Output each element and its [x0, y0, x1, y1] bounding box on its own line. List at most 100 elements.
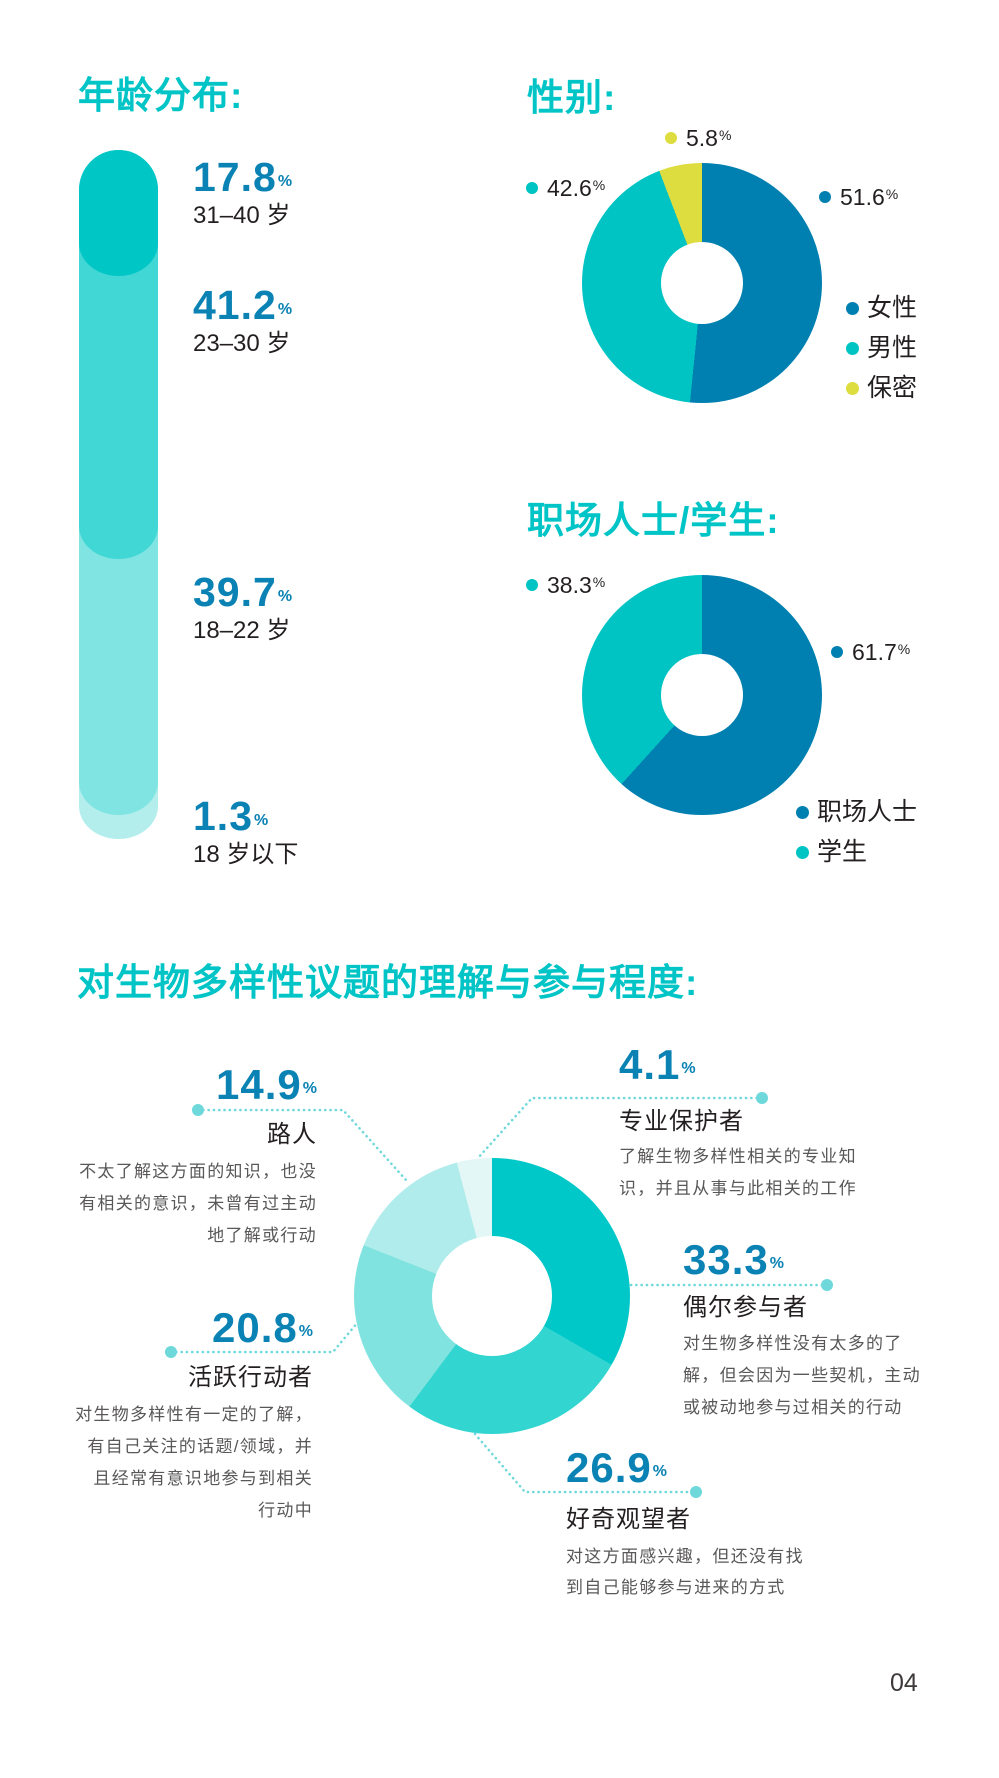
percent-sign: % — [885, 186, 899, 202]
percent-number: 14.9 — [216, 1061, 302, 1108]
percent-sign: % — [718, 127, 732, 143]
engagement-category-name: 好奇观望者 — [566, 1506, 691, 1533]
occupation-label-student: 38.3% — [526, 573, 605, 597]
leader-dot-icon — [192, 1104, 204, 1116]
percent-sign: % — [592, 177, 606, 193]
gender-label-secret: 5.8% — [665, 126, 731, 150]
description-line: 对生物多样性有一定的了解， — [75, 1405, 313, 1424]
legend-dot-icon — [526, 182, 538, 194]
gender-label-male: 42.6% — [526, 176, 605, 200]
legend-dot-icon — [796, 845, 809, 859]
age-value-number: 17.8 — [193, 154, 277, 200]
engagement-category-name: 路人 — [267, 1121, 317, 1148]
engagement-donut-chart — [354, 1158, 630, 1434]
percent-sign: % — [681, 1060, 696, 1077]
engagement-description: 对生物多样性有一定的了解， 有自己关注的话题/领域，并 且经常有意识地参与到相关… — [75, 1399, 313, 1527]
engagement-description: 不太了解这方面的知识，也没 有相关的意识，未曾有过主动 地了解或行动 — [79, 1156, 317, 1252]
percent-sign: % — [254, 812, 269, 829]
percent-value: 5.8% — [686, 126, 731, 150]
leader-dot-icon — [821, 1279, 833, 1291]
age-range-label: 31–40 岁 — [193, 202, 291, 229]
legend-label: 学生 — [817, 838, 868, 866]
description-line: 有自己关注的话题/领域，并 — [87, 1437, 313, 1456]
occupation-donut-chart — [582, 575, 822, 815]
legend-dot-icon — [665, 132, 677, 144]
percent-number: 42.6 — [547, 175, 592, 201]
percent-number: 61.7 — [852, 639, 897, 665]
age-range-label: 18–22 岁 — [193, 617, 291, 644]
percent-sign: % — [277, 173, 293, 190]
description-line: 且经常有意识地参与到相关 — [93, 1469, 313, 1488]
engagement-value: 33.3% — [683, 1239, 921, 1281]
engagement-value: 4.1% — [619, 1044, 857, 1086]
leader-dot-icon — [756, 1092, 768, 1104]
engagement-category-name: 偶尔参与者 — [683, 1294, 808, 1321]
percent-value: 51.6% — [840, 185, 898, 209]
description-line: 地了解或行动 — [207, 1226, 317, 1245]
legend-dot-icon — [846, 341, 859, 355]
legend-dot-icon — [846, 381, 859, 395]
percent-sign: % — [302, 1080, 317, 1097]
age-label-23-30: 41.2% 23–30 岁 — [193, 285, 292, 358]
age-range-label: 23–30 岁 — [193, 330, 291, 357]
percent-number: 51.6 — [840, 184, 885, 210]
gender-donut-chart — [582, 163, 822, 403]
legend-label: 女性 — [867, 294, 918, 322]
engagement-description: 了解生物多样性相关的专业知 识，并且从事与此相关的工作 — [619, 1141, 857, 1205]
legend-item-professional: 职场人士 — [796, 798, 917, 826]
legend-dot-icon — [819, 191, 831, 203]
percent-value: 42.6% — [547, 176, 605, 200]
percent-number: 20.8 — [212, 1304, 298, 1351]
description-line: 有相关的意识，未曾有过主动 — [79, 1194, 317, 1213]
description-line: 解，但会因为一些契机，主动 — [683, 1366, 921, 1385]
percent-value: 38.3% — [547, 573, 605, 597]
leader-dot-icon — [165, 1346, 177, 1358]
age-value: 39.7% — [193, 572, 292, 613]
percent-value: 61.7% — [852, 640, 910, 664]
percent-sign: % — [592, 574, 606, 590]
legend-item-student: 学生 — [796, 838, 867, 866]
leader-line-curious — [473, 1432, 698, 1494]
percent-number: 26.9 — [566, 1444, 652, 1491]
engagement-callout-active: 20.8% 活跃行动者 对生物多样性有一定的了解， 有自己关注的话题/领域，并 … — [75, 1307, 313, 1527]
age-value-number: 39.7 — [193, 569, 277, 615]
legend-dot-icon — [526, 579, 538, 591]
description-line: 识，并且从事与此相关的工作 — [619, 1179, 857, 1198]
donut-hole — [661, 654, 743, 736]
legend-dot-icon — [846, 301, 859, 315]
engagement-value: 14.9% — [79, 1064, 317, 1106]
legend-label: 职场人士 — [817, 798, 918, 826]
description-line: 或被动地参与过相关的行动 — [683, 1398, 903, 1417]
percent-number: 4.1 — [619, 1041, 681, 1088]
age-section-title: 年龄分布: — [78, 75, 244, 116]
engagement-callout-occasional: 33.3% 偶尔参与者 对生物多样性没有太多的了 解，但会因为一些契机，主动 或… — [683, 1239, 921, 1424]
age-value: 41.2% — [193, 285, 292, 326]
engagement-description: 对生物多样性没有太多的了 解，但会因为一些契机，主动 或被动地参与过相关的行动 — [683, 1328, 921, 1424]
leader-line-active — [169, 1320, 360, 1354]
engagement-callout-curious: 26.9% 好奇观望者 对这方面感兴趣，但还没有找 到自己能够参与进来的方式 — [566, 1447, 804, 1603]
legend-item-male: 男性 — [846, 334, 917, 362]
engagement-description: 对这方面感兴趣，但还没有找 到自己能够参与进来的方式 — [566, 1541, 804, 1603]
percent-sign: % — [277, 301, 293, 318]
description-line: 对生物多样性没有太多的了 — [683, 1334, 903, 1353]
engagement-callout-passerby: 14.9% 路人 不太了解这方面的知识，也没 有相关的意识，未曾有过主动 地了解… — [79, 1064, 317, 1252]
age-label-under-18: 1.3% 18 岁以下 — [193, 796, 298, 869]
description-line: 了解生物多样性相关的专业知 — [619, 1147, 857, 1166]
percent-number: 5.8 — [686, 125, 718, 151]
age-label-18-22: 39.7% 18–22 岁 — [193, 572, 292, 645]
description-line: 到自己能够参与进来的方式 — [566, 1578, 786, 1597]
engagement-value: 26.9% — [566, 1447, 804, 1489]
engagement-category-name: 专业保护者 — [619, 1108, 744, 1135]
engagement-value: 20.8% — [75, 1307, 313, 1349]
age-capsule-bar — [79, 150, 158, 840]
occupation-label-professional: 61.7% — [831, 640, 910, 664]
description-line: 不太了解这方面的知识，也没 — [79, 1162, 317, 1181]
percent-number: 33.3 — [683, 1236, 769, 1283]
occupation-section-title: 职场人士/学生: — [527, 500, 780, 541]
donut-hole — [432, 1236, 552, 1356]
gender-section-title: 性别: — [527, 77, 617, 118]
engagement-section-title: 对生物多样性议题的理解与参与程度: — [77, 962, 699, 1003]
engagement-category-name: 活跃行动者 — [188, 1364, 313, 1391]
page-number: 04 — [890, 1669, 918, 1697]
